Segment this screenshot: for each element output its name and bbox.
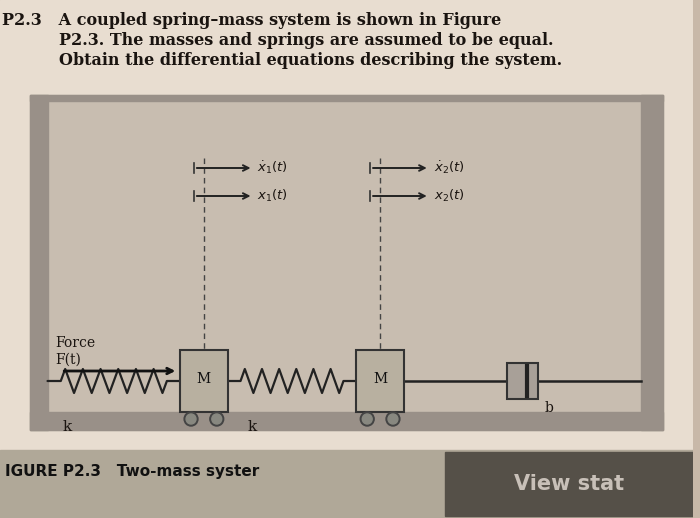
Bar	[507, 363, 538, 399]
Circle shape	[386, 412, 400, 426]
Bar	[641, 95, 663, 430]
Text: P2.3   A coupled spring–mass system is shown in Figure: P2.3 A coupled spring–mass system is sho…	[2, 12, 501, 29]
Circle shape	[363, 414, 372, 424]
Circle shape	[360, 412, 374, 426]
Text: $x_1(t)$: $x_1(t)$	[258, 188, 288, 204]
Circle shape	[210, 412, 224, 426]
Text: P2.3. The masses and springs are assumed to be equal.: P2.3. The masses and springs are assumed…	[60, 32, 554, 49]
Text: F(t): F(t)	[55, 353, 81, 367]
Circle shape	[212, 414, 222, 424]
Text: $x_2(t)$: $x_2(t)$	[433, 188, 464, 204]
Bar	[29, 95, 663, 430]
Text: M: M	[197, 372, 211, 386]
Text: Force: Force	[55, 336, 96, 350]
Bar	[29, 95, 663, 101]
Text: k: k	[248, 420, 257, 434]
Circle shape	[388, 414, 398, 424]
Bar	[29, 95, 48, 430]
Text: k: k	[63, 420, 72, 434]
Text: Obtain the differential equations describing the system.: Obtain the differential equations descri…	[60, 52, 563, 69]
Bar	[445, 452, 693, 516]
Bar	[29, 412, 663, 430]
Text: b: b	[545, 401, 553, 415]
Circle shape	[184, 412, 198, 426]
Bar	[356, 350, 404, 412]
Circle shape	[186, 414, 196, 424]
Text: IGURE P2.3   Two-mass syster: IGURE P2.3 Two-mass syster	[5, 464, 259, 479]
Text: M: M	[373, 372, 387, 386]
Bar	[0, 450, 693, 518]
Bar	[180, 350, 228, 412]
Text: $\dot{x}_2(t)$: $\dot{x}_2(t)$	[433, 160, 465, 176]
Text: View stat: View stat	[514, 474, 624, 494]
Text: $\dot{x}_1(t)$: $\dot{x}_1(t)$	[258, 160, 288, 176]
